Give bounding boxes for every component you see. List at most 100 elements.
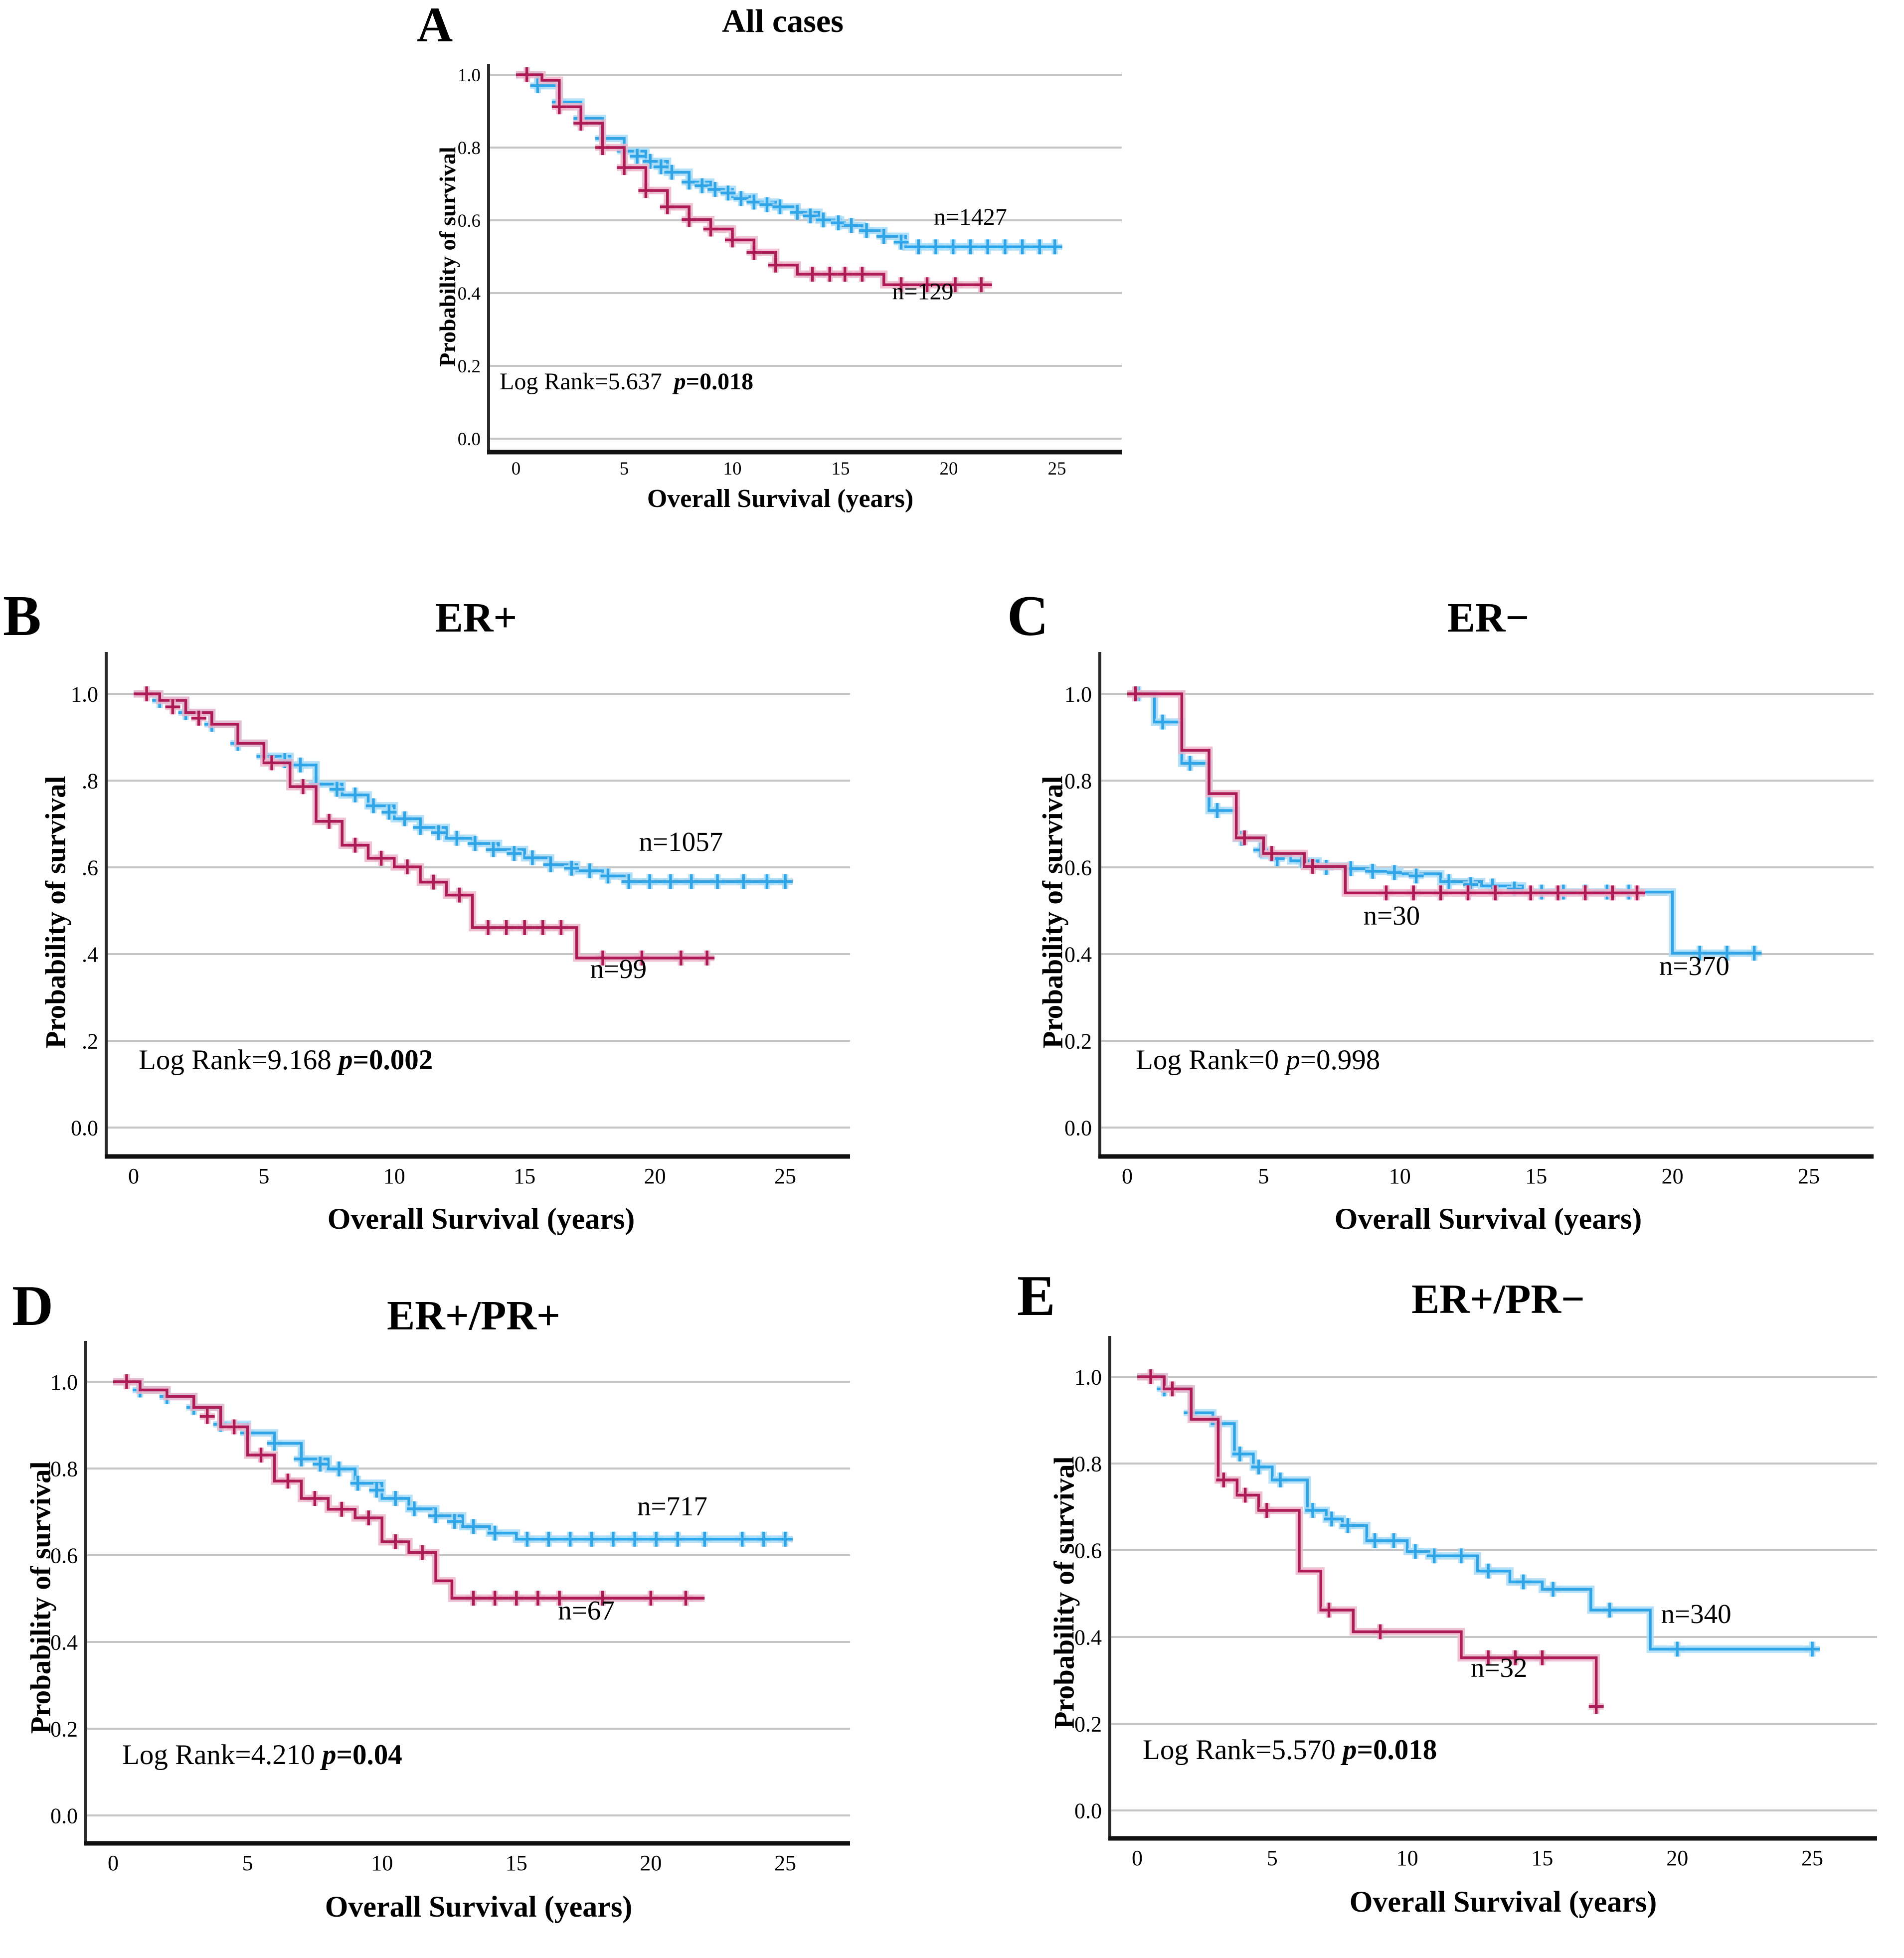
- y-tick-label: 0.6: [1074, 1538, 1102, 1563]
- panel-letter-e: E: [1017, 1264, 1055, 1327]
- logrank-annotation: Log Rank=4.210 p=0.04: [122, 1741, 402, 1769]
- p-value: =0.04: [336, 1739, 402, 1771]
- x-tick-label: 15: [1525, 1164, 1547, 1188]
- y-tick-label: 0.0: [458, 429, 481, 450]
- x-tick-label: 10: [1389, 1164, 1411, 1188]
- logrank-annotation: Log Rank=5.570 p=0.018: [1143, 1736, 1437, 1764]
- x-tick-label: 0: [1132, 1846, 1143, 1870]
- survival-curve-blue-group: [1127, 692, 1754, 955]
- group-size-label-blue-group: n=370: [1659, 951, 1730, 981]
- group-size-label-red-group: n=30: [1364, 900, 1420, 931]
- y-tick-label: 0.4: [458, 284, 481, 304]
- x-tick-label: 20: [644, 1164, 666, 1188]
- group-size-label-red-group: n=67: [558, 1595, 615, 1626]
- logrank-stat: Log Rank=9.168: [139, 1044, 332, 1076]
- p-value: =0.018: [1357, 1734, 1437, 1766]
- y-tick-label: 0.8: [458, 138, 481, 159]
- p-value: =0.002: [352, 1044, 433, 1076]
- x-axis-label: Overall Survival (years): [1349, 1885, 1657, 1918]
- y-tick-label: 0.6: [458, 211, 481, 231]
- y-tick-label: 0.2: [1064, 1029, 1092, 1053]
- y-tick-label: 1.0: [50, 1370, 78, 1394]
- y-tick-label: 0.0: [71, 1116, 98, 1140]
- x-tick-label: 20: [940, 459, 958, 479]
- x-tick-label: 15: [506, 1851, 527, 1875]
- p-symbol: p: [322, 1739, 337, 1771]
- panel-letter-d: D: [12, 1274, 54, 1337]
- y-axis-label: Probability of survival: [1048, 1456, 1080, 1729]
- survival-curve-halo-red-group: [1127, 690, 1645, 897]
- x-tick-label: 15: [832, 459, 850, 479]
- x-tick-label: 0: [512, 459, 521, 479]
- group-size-label-red-group: n=32: [1471, 1652, 1528, 1683]
- x-tick-label: 15: [1531, 1846, 1553, 1870]
- y-tick-label: 0.8: [1074, 1452, 1102, 1476]
- x-tick-label: 0: [108, 1851, 119, 1875]
- panel-letter-b: B: [3, 584, 41, 648]
- p-value: =0.998: [1300, 1044, 1381, 1076]
- x-tick-label: 20: [1662, 1164, 1684, 1188]
- p-symbol: p: [674, 368, 686, 395]
- logrank-annotation: Log Rank=5.637 p=0.018: [500, 370, 753, 394]
- y-tick-label: .6: [82, 855, 98, 880]
- group-size-label-blue-group: n=1427: [934, 204, 1007, 230]
- y-tick-label: 0.8: [50, 1457, 78, 1481]
- group-size-label-blue-group: n=1057: [639, 826, 723, 857]
- x-tick-label: 10: [1396, 1846, 1418, 1870]
- p-symbol: p: [339, 1044, 353, 1076]
- x-tick-label: 20: [640, 1851, 662, 1875]
- y-tick-label: 0.0: [1074, 1798, 1102, 1823]
- group-size-label-blue-group: n=717: [637, 1491, 707, 1521]
- y-tick-label: 0.2: [458, 356, 481, 377]
- y-tick-label: 1.0: [458, 65, 481, 86]
- group-size-label-red-group: n=99: [590, 954, 647, 984]
- x-tick-label: 5: [258, 1164, 269, 1188]
- y-tick-label: 0.6: [50, 1543, 78, 1568]
- y-axis-label: Probability of survival: [435, 147, 460, 367]
- x-tick-label: 10: [383, 1164, 405, 1188]
- survival-curve-red-group: [1137, 1375, 1598, 1710]
- panel-title-all-cases: All cases: [722, 3, 844, 39]
- panel-title-er-pos-pr-pos: ER+/PR+: [387, 1293, 560, 1339]
- logrank-stat: Log Rank=5.637: [500, 368, 662, 395]
- survival-curve-halo-blue-group: [1127, 690, 1754, 957]
- x-tick-label: 15: [514, 1164, 535, 1188]
- x-tick-label: 5: [1267, 1846, 1278, 1870]
- x-axis-label: Overall Survival (years): [325, 1890, 633, 1923]
- x-tick-label: 10: [371, 1851, 393, 1875]
- x-tick-label: 0: [1122, 1164, 1133, 1188]
- y-tick-label: 0.0: [50, 1803, 78, 1828]
- x-tick-label: 20: [1666, 1846, 1688, 1870]
- y-tick-label: 1.0: [71, 682, 98, 706]
- panel-title-er-pos-pr-neg: ER+/PR−: [1411, 1276, 1585, 1322]
- y-tick-label: 0.4: [1064, 942, 1092, 967]
- y-axis-label: Probability of survival: [40, 776, 72, 1049]
- p-value: =0.018: [686, 368, 754, 395]
- logrank-stat: Log Rank=0: [1136, 1044, 1279, 1076]
- y-tick-label: 1.0: [1074, 1365, 1102, 1389]
- x-tick-label: 5: [620, 459, 629, 479]
- x-axis-label: Overall Survival (years): [327, 1202, 635, 1235]
- x-tick-label: 0: [128, 1164, 139, 1188]
- panel-letter-c: C: [1007, 584, 1049, 648]
- logrank-stat: Log Rank=5.570: [1143, 1734, 1336, 1766]
- y-axis-label: Probability of survival: [1037, 776, 1069, 1049]
- y-tick-label: 0.8: [1064, 769, 1092, 793]
- x-tick-label: 25: [774, 1164, 796, 1188]
- x-tick-label: 25: [1798, 1164, 1820, 1188]
- logrank-annotation: Log Rank=0 p=0.998: [1136, 1046, 1380, 1074]
- x-tick-label: 5: [1258, 1164, 1269, 1188]
- x-tick-label: 10: [723, 459, 742, 479]
- y-tick-label: 0.4: [1074, 1625, 1102, 1649]
- y-tick-label: .8: [82, 769, 98, 793]
- x-axis-label: Overall Survival (years): [647, 485, 914, 513]
- survival-curve-red-group: [1127, 692, 1645, 895]
- p-symbol: p: [1286, 1044, 1300, 1076]
- x-tick-label: 5: [242, 1851, 253, 1875]
- p-symbol: p: [1343, 1734, 1357, 1766]
- group-size-label-blue-group: n=340: [1661, 1599, 1731, 1629]
- y-tick-label: 0.2: [50, 1717, 78, 1741]
- group-size-label-red-group: n=129: [892, 278, 953, 305]
